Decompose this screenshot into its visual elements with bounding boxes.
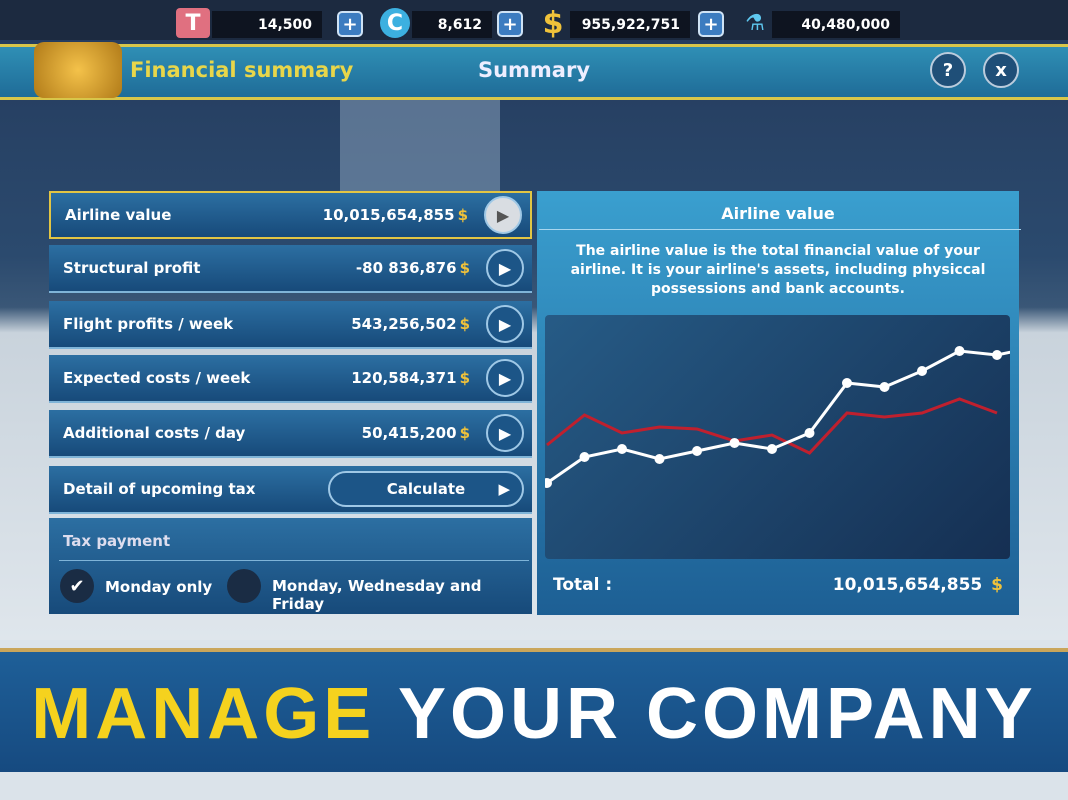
airline-value-chart	[542, 315, 1040, 559]
dollar-icon: $	[459, 424, 470, 442]
row-value: 10,015,654,855	[322, 206, 455, 224]
coins-stack-icon	[34, 42, 122, 98]
total-value: 10,015,654,855	[832, 575, 983, 595]
row-airline-value[interactable]: Airline value 10,015,654,855 $ ▶	[49, 191, 532, 239]
promo-text: MANAGE YOUR COMPANY	[0, 648, 1068, 772]
divider	[539, 229, 1021, 230]
flask-icon: ⚗	[745, 10, 765, 36]
resource-coins: 8,612	[412, 11, 492, 38]
row-flight-profits[interactable]: Flight profits / week 543,256,502 $ ▶	[49, 301, 532, 349]
row-label: Additional costs / day	[63, 424, 246, 442]
play-arrow-button[interactable]: ▶	[486, 249, 524, 287]
ticket-icon: T	[176, 8, 210, 38]
tax-payment-label: Tax payment	[63, 532, 171, 550]
data-point	[579, 452, 590, 462]
resource-money: 955,922,751	[570, 11, 690, 38]
data-point	[767, 444, 777, 454]
header-banner	[0, 44, 1068, 100]
background-whiteboard	[340, 95, 500, 195]
coin-c-icon: C	[380, 8, 410, 38]
data-point	[917, 366, 927, 376]
data-point	[842, 378, 852, 388]
radio-monday-only[interactable]: ✔	[60, 569, 94, 603]
series-line	[546, 397, 998, 455]
dollar-icon: $	[459, 315, 470, 333]
section-title: Financial summary	[130, 58, 354, 82]
add-tickets-button[interactable]: +	[337, 11, 363, 37]
data-point	[729, 438, 740, 448]
option-label: Monday only	[105, 578, 213, 596]
row-label: Detail of upcoming tax	[63, 480, 256, 498]
calculate-label: Calculate	[386, 480, 466, 498]
tax-payment-panel: Tax payment ✔ Monday only Monday, Wednes…	[49, 518, 532, 614]
dollar-icon: $	[459, 259, 470, 277]
chart-svg	[542, 342, 1040, 488]
data-point	[954, 346, 965, 356]
row-value: 50,415,200	[361, 424, 457, 442]
data-point	[654, 454, 665, 464]
resource-research: 40,480,000	[772, 11, 900, 38]
row-structural-profit[interactable]: Structural profit -80 836,876 $ ▶	[49, 245, 532, 293]
page-title: Summary	[477, 58, 591, 82]
promo-word-manage: MANAGE	[31, 674, 376, 754]
panel-title: Airline value	[721, 204, 835, 223]
option-label: Monday, Wednesday and Friday	[272, 577, 482, 613]
add-coins-button[interactable]: +	[497, 11, 523, 37]
resource-bar: T 14,500 + C 8,612 + $ 955,922,751 + ⚗ 4…	[0, 0, 1068, 41]
dollar-icon: $	[457, 206, 468, 224]
help-button[interactable]: ?	[930, 52, 966, 88]
add-money-button[interactable]: +	[698, 11, 724, 37]
promo-word-your-company: YOUR COMPANY	[398, 674, 1037, 754]
data-point	[879, 382, 890, 392]
row-value: 543,256,502	[351, 315, 457, 333]
row-label: Flight profits / week	[63, 315, 234, 333]
dollar-icon: $	[542, 5, 564, 41]
dollar-icon: $	[991, 575, 1003, 595]
row-additional-costs[interactable]: Additional costs / day 50,415,200 $ ▶	[49, 410, 532, 458]
row-label: Structural profit	[63, 259, 201, 277]
resource-tickets: 14,500	[212, 11, 322, 38]
close-button[interactable]: x	[983, 52, 1019, 88]
play-arrow-button[interactable]: ▶	[486, 359, 524, 397]
panel-description: The airline value is the total financial…	[570, 243, 986, 297]
row-expected-costs[interactable]: Expected costs / week 120,584,371 $ ▶	[49, 355, 532, 403]
row-value: -80 836,876	[355, 259, 457, 277]
row-value: 120,584,371	[351, 369, 457, 387]
data-point	[804, 428, 815, 438]
total-label: Total :	[553, 575, 613, 595]
row-upcoming-tax: Detail of upcoming tax Calculate ▶	[49, 466, 532, 514]
row-label: Airline value	[65, 206, 172, 224]
row-label: Expected costs / week	[63, 369, 251, 387]
play-arrow-button[interactable]: ▶	[486, 305, 524, 343]
series-line	[546, 345, 1035, 485]
dollar-icon: $	[459, 369, 470, 387]
play-arrow-icon: ▶	[498, 480, 510, 498]
data-point	[617, 444, 627, 454]
divider	[59, 560, 529, 561]
radio-mon-wed-fri[interactable]	[227, 569, 261, 603]
data-point	[542, 478, 552, 488]
play-arrow-button[interactable]: ▶	[484, 196, 522, 234]
data-point	[692, 446, 702, 456]
calculate-button[interactable]: Calculate ▶	[328, 471, 524, 507]
data-point	[992, 350, 1002, 360]
play-arrow-button[interactable]: ▶	[486, 414, 524, 452]
